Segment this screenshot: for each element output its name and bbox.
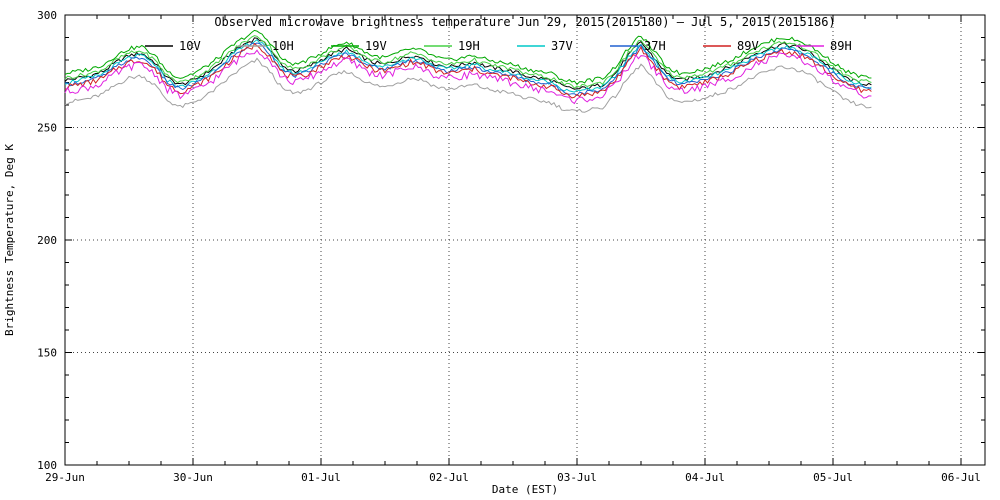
legend-item-10h: 10H <box>238 39 294 53</box>
legend-label: 10V <box>179 39 201 53</box>
y-tick-label: 150 <box>37 347 57 360</box>
series-line-37v <box>64 39 872 93</box>
legend-label: 10H <box>272 39 294 53</box>
x-tick-label: 02-Jul <box>429 471 469 484</box>
x-tick-label: 06-Jul <box>941 471 981 484</box>
y-tick-label: 250 <box>37 122 57 135</box>
legend-item-37v: 37V <box>517 39 573 53</box>
legend-label: 89V <box>737 39 759 53</box>
legend-label: 89H <box>830 39 852 53</box>
legend-label: 37H <box>644 39 666 53</box>
y-tick-label: 200 <box>37 234 57 247</box>
grid <box>65 15 985 465</box>
y-tick-label: 300 <box>37 9 57 22</box>
legend-item-10v: 10V <box>145 39 201 53</box>
x-axis-title: Date (EST) <box>492 483 558 496</box>
y-axis-title: Brightness Temperature, Deg K <box>3 144 16 336</box>
legend-item-19v: 19V <box>331 39 387 53</box>
legend-label: 37V <box>551 39 573 53</box>
x-tick-label: 29-Jun <box>45 471 85 484</box>
x-tick-label: 01-Jul <box>301 471 341 484</box>
x-tick-label: 03-Jul <box>557 471 597 484</box>
x-tick-label: 30-Jun <box>173 471 213 484</box>
legend-label: 19H <box>458 39 480 53</box>
legend-item-89h: 89H <box>796 39 852 53</box>
legend-item-89v: 89V <box>703 39 759 53</box>
legend-label: 19V <box>365 39 387 53</box>
axis-ticks <box>64 14 985 466</box>
legend-item-19h: 19H <box>424 39 480 53</box>
series-line-89v <box>64 42 872 99</box>
y-tick-label: 100 <box>37 459 57 472</box>
series-lines <box>64 29 872 113</box>
series-line-10h <box>64 57 872 113</box>
series-line-19v <box>64 29 872 86</box>
series-line-37h <box>64 42 872 97</box>
chart-title: Observed microwave brightness temperatur… <box>214 15 835 29</box>
axis-labels: 100 150 200 250 300 29-Jun 30-Jun 01-Jul 02-Jul 0… <box>3 9 981 496</box>
series-line-19h <box>64 35 872 89</box>
x-tick-label: 04-Jul <box>685 471 725 484</box>
series-line-10v <box>64 37 872 90</box>
legend: 10V 10H 19V 19H 37V 37H 89V 89H <box>145 39 852 53</box>
x-tick-label: 05-Jul <box>813 471 853 484</box>
series-line-89h <box>64 49 872 105</box>
legend-item-37h: 37H <box>610 39 666 53</box>
